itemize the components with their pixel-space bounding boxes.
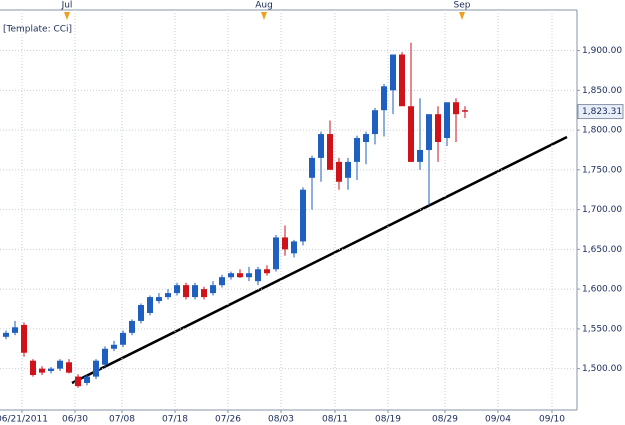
candle-body (165, 293, 171, 298)
month-label: Jul (61, 1, 73, 11)
candle-body (147, 297, 153, 313)
candle-body (246, 273, 252, 278)
candle-body (435, 114, 441, 143)
candle-body (219, 277, 225, 286)
candle-body (408, 106, 414, 162)
candle-body (66, 362, 72, 373)
x-tick-label: 06/30 (62, 415, 88, 425)
candle-body (174, 285, 180, 294)
candle-body (237, 273, 243, 278)
candle-body (336, 161, 342, 182)
candle-body (318, 134, 324, 158)
candle-body (48, 368, 54, 372)
candle-body (156, 297, 162, 302)
y-tick-label: 1,800.00 (582, 126, 622, 136)
candle-body (21, 324, 27, 353)
candle-body (183, 285, 189, 298)
candle-body (273, 237, 279, 270)
candle-body (264, 269, 270, 274)
candle-body (120, 332, 126, 345)
month-marker (261, 12, 267, 20)
last-price-box (577, 104, 624, 120)
candle-body (93, 360, 99, 377)
y-tick-label: 1,600.00 (582, 285, 622, 295)
x-tick-label: 08/11 (322, 415, 348, 425)
x-tick-label: 08/03 (268, 415, 294, 425)
candle-body (102, 348, 108, 365)
trend-line (71, 135, 568, 385)
x-tick-label: 09/10 (539, 415, 565, 425)
candle-body (111, 344, 117, 349)
y-tick-label: 1,550.00 (582, 324, 622, 334)
candle-body (291, 241, 297, 254)
candle-body (138, 305, 144, 321)
x-tick-label: 09/04 (485, 415, 511, 425)
month-label: Aug (255, 1, 273, 11)
candle-body (282, 237, 288, 250)
last-price-label: 1,823.31 (582, 107, 622, 117)
candle-body (354, 138, 360, 162)
candle-body (390, 54, 396, 91)
month-marker (459, 12, 465, 20)
candle-body (210, 285, 216, 294)
candle-body (345, 161, 351, 178)
candle-body (309, 157, 315, 178)
y-tick-label: 1,750.00 (582, 165, 622, 175)
candle-body (462, 110, 468, 112)
x-tick-label: 08/29 (432, 415, 458, 425)
candle-body (255, 269, 261, 282)
candle-body (30, 360, 36, 376)
candle-body (57, 360, 63, 369)
candle-body (129, 320, 135, 333)
month-marker (64, 12, 70, 20)
candle-body (363, 134, 369, 143)
y-tick-label: 1,900.00 (582, 46, 622, 56)
candle-body (417, 149, 423, 162)
y-tick-label: 1,700.00 (582, 205, 622, 215)
candle-body (453, 102, 459, 115)
x-tick-label: 07/08 (109, 415, 135, 425)
candle-body (300, 189, 306, 242)
x-tick-label: 07/26 (215, 415, 241, 425)
candle-body (192, 285, 198, 298)
candle-body (201, 289, 207, 298)
template-label: [Template: CCi] (3, 25, 72, 35)
candle-body (75, 376, 81, 387)
candle-body (84, 376, 90, 383)
x-tick-label: 06/21/2011 (0, 415, 48, 425)
y-tick-label: 1,500.00 (582, 364, 622, 374)
candle-body (381, 86, 387, 111)
month-label: Sep (454, 1, 471, 11)
y-tick-label: 1,850.00 (582, 86, 622, 96)
x-tick-label: 07/18 (162, 415, 188, 425)
candle-body (426, 114, 432, 150)
candle-body (327, 134, 333, 170)
candle-body (39, 368, 45, 373)
y-tick-label: 1,650.00 (582, 245, 622, 255)
candle-body (372, 110, 378, 135)
x-tick-label: 08/19 (375, 415, 401, 425)
candle-body (399, 54, 405, 107)
candle-body (444, 102, 450, 139)
candle-body (12, 327, 18, 333)
candle-body (3, 332, 9, 337)
candle-body (228, 273, 234, 278)
